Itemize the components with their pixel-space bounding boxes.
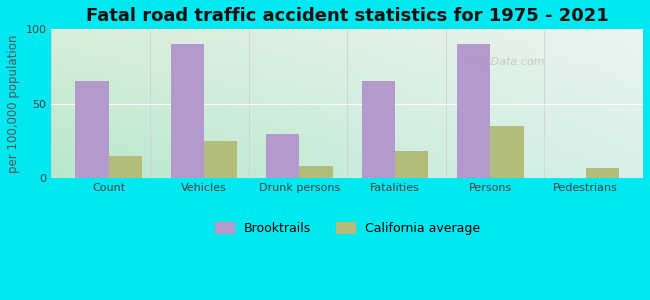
Text: City-Data.com: City-Data.com: [465, 57, 545, 67]
Bar: [300, 167, 333, 178]
Bar: [457, 44, 490, 178]
Bar: [109, 156, 142, 178]
Bar: [395, 152, 428, 178]
Bar: [490, 126, 524, 178]
Bar: [75, 81, 109, 178]
Legend: Brooktrails, California average: Brooktrails, California average: [214, 222, 480, 235]
Title: Fatal road traffic accident statistics for 1975 - 2021: Fatal road traffic accident statistics f…: [86, 7, 608, 25]
Bar: [171, 44, 204, 178]
Bar: [361, 81, 395, 178]
Bar: [266, 134, 300, 178]
Bar: [204, 141, 237, 178]
Y-axis label: per 100,000 population: per 100,000 population: [7, 34, 20, 173]
Bar: [586, 168, 619, 178]
